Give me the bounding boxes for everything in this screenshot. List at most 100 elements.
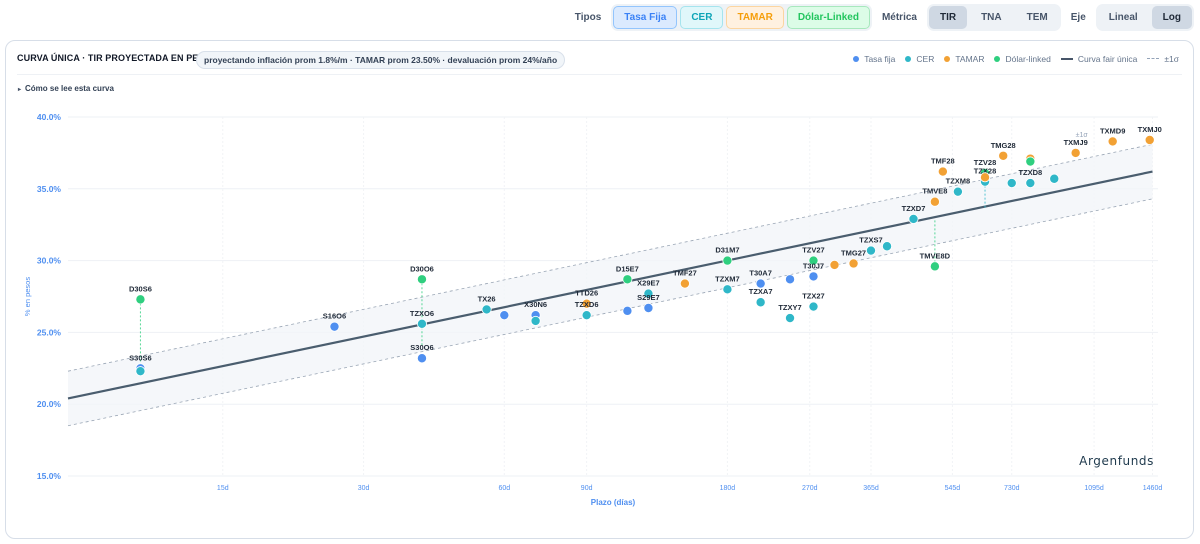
data-point-cer xyxy=(882,241,893,252)
data-point-fija xyxy=(785,274,796,285)
legend-line-band xyxy=(1147,58,1160,60)
data-point-cer xyxy=(755,297,766,308)
eje-log-button[interactable]: Log xyxy=(1151,5,1192,29)
data-point-dolar xyxy=(722,255,733,266)
y-tick-label: 25.0% xyxy=(37,327,62,337)
data-point-label: TZXA7 xyxy=(749,287,773,296)
data-point-label: TZXM7 xyxy=(715,274,740,283)
data-point-label: TZXS7 xyxy=(859,236,882,245)
data-point-cer xyxy=(865,245,876,256)
data-point-label: TXMJ9 xyxy=(1064,138,1088,147)
eje-label: Eje xyxy=(1070,11,1086,23)
legend-dot-dolar xyxy=(994,56,1001,62)
y-tick-label: 30.0% xyxy=(37,256,62,266)
data-point-cer xyxy=(808,301,819,312)
data-point-label: TZXM8 xyxy=(946,177,971,186)
legend-item-fija[interactable]: Tasa fija xyxy=(853,54,895,64)
data-point-label: TMF28 xyxy=(931,157,955,166)
triangle-right-icon: ▸ xyxy=(18,87,22,93)
chart-legend: Tasa fija CER TAMAR Dólar-linked Curva f… xyxy=(853,54,1179,64)
data-point-label: TZX27 xyxy=(802,292,825,301)
data-point-dolar xyxy=(1025,156,1036,167)
legend-item-dolar[interactable]: Dólar-linked xyxy=(994,54,1051,64)
data-point-label: X30N6 xyxy=(524,300,547,309)
data-point-label: TZXD7 xyxy=(902,204,926,213)
x-tick-label: 730d xyxy=(1004,485,1020,492)
data-point-cer xyxy=(1025,178,1036,189)
legend-item-fair[interactable]: Curva fair única xyxy=(1060,54,1138,64)
data-point-label: TMF27 xyxy=(673,269,697,278)
metrica-group: TIR TNA TEM xyxy=(926,3,1061,31)
data-point-cer xyxy=(908,213,919,224)
tipo-cer-button[interactable]: CER xyxy=(680,5,724,29)
data-point-label: TX26 xyxy=(478,294,496,303)
metrica-tem-button[interactable]: TEM xyxy=(1026,11,1048,23)
data-point-dolar xyxy=(808,255,819,266)
x-tick-label: 180d xyxy=(720,485,736,492)
data-point-dolar xyxy=(929,261,940,272)
data-point-tamar xyxy=(829,259,840,270)
data-point-label: TZV27 xyxy=(802,246,825,255)
metrica-tir-button[interactable]: TIR xyxy=(928,5,968,29)
assumptions-pill: proyectando inflación prom 1.8%/m · TAMA… xyxy=(196,51,566,69)
data-point-label: X29E7 xyxy=(637,279,660,288)
data-point-cer xyxy=(952,186,963,197)
data-point-tamar xyxy=(1070,147,1081,158)
y-tick-label: 20.0% xyxy=(37,399,62,409)
data-point-fija xyxy=(808,271,819,282)
legend-dot-cer xyxy=(905,56,912,62)
sigma-band-lower xyxy=(67,198,1153,427)
eje-lineal-button[interactable]: Lineal xyxy=(1108,11,1138,23)
legend-item-cer[interactable]: CER xyxy=(905,54,934,64)
data-point-label: TMVE8 xyxy=(922,187,947,196)
data-point-label: TTD26 xyxy=(575,289,598,298)
tipo-tamar-button[interactable]: TAMAR xyxy=(726,5,784,29)
x-tick-label: 365d xyxy=(863,485,879,492)
legend-label-band: ±1σ xyxy=(1164,54,1179,64)
data-point-tamar xyxy=(980,172,991,183)
legend-item-band[interactable]: ±1σ xyxy=(1147,54,1179,64)
data-point-fija xyxy=(643,302,654,313)
card-title: CURVA ÚNICA · TIR PROYECTADA EN PESOS xyxy=(17,53,218,63)
y-tick-label: 40.0% xyxy=(37,112,62,122)
data-point-fija xyxy=(755,278,766,289)
tipo-dolar-linked-button[interactable]: Dólar-Linked xyxy=(786,5,870,29)
data-point-label: TMG27 xyxy=(841,248,866,257)
data-point-dolar xyxy=(416,274,427,285)
x-tick-label: 30d xyxy=(358,485,370,492)
data-point-dolar xyxy=(135,294,146,305)
data-point-label: D30O6 xyxy=(410,264,434,273)
sigma-band-label: ±1σ xyxy=(1076,132,1089,139)
data-point-cer xyxy=(530,315,541,326)
header-divider xyxy=(17,74,1182,75)
howto-toggle[interactable]: ▸ Cómo se lee esta curva xyxy=(18,84,114,93)
tipos-label: Tipos xyxy=(574,11,602,23)
metrica-tna-button[interactable]: TNA xyxy=(981,11,1002,23)
data-point-label: TZX28 xyxy=(974,167,997,176)
fair-curve-line xyxy=(67,170,1153,400)
data-point-fija xyxy=(416,353,427,364)
data-point-cer xyxy=(135,366,146,377)
tipo-fija-button[interactable]: Tasa Fija xyxy=(613,5,678,29)
y-tick-label: 15.0% xyxy=(37,471,62,481)
data-point-cer xyxy=(722,284,733,295)
legend-line-fair xyxy=(1060,58,1073,60)
legend-item-tamar[interactable]: TAMAR xyxy=(944,54,984,64)
eje-group: Lineal Log xyxy=(1095,3,1194,31)
data-point-label: TZV28 xyxy=(974,158,997,167)
data-point-tamar xyxy=(929,196,940,207)
data-point-label: TZXD6 xyxy=(575,300,599,309)
x-axis-label: Plazo (días) xyxy=(591,498,636,507)
data-point-label: TXMD9 xyxy=(1100,126,1125,135)
data-point-cer xyxy=(481,304,492,315)
data-point-fija xyxy=(329,321,340,332)
legend-label-fair: Curva fair única xyxy=(1077,54,1138,64)
sigma-band-upper xyxy=(67,143,1153,372)
y-axis-label: % en pesos xyxy=(23,277,32,316)
y-tick-label: 35.0% xyxy=(37,184,62,194)
legend-dot-fija xyxy=(853,56,860,62)
legend-label-cer: CER xyxy=(916,54,935,64)
data-point-label: S16O6 xyxy=(323,312,346,321)
x-tick-label: 545d xyxy=(945,485,961,492)
data-point-label: T30J7 xyxy=(803,261,824,270)
